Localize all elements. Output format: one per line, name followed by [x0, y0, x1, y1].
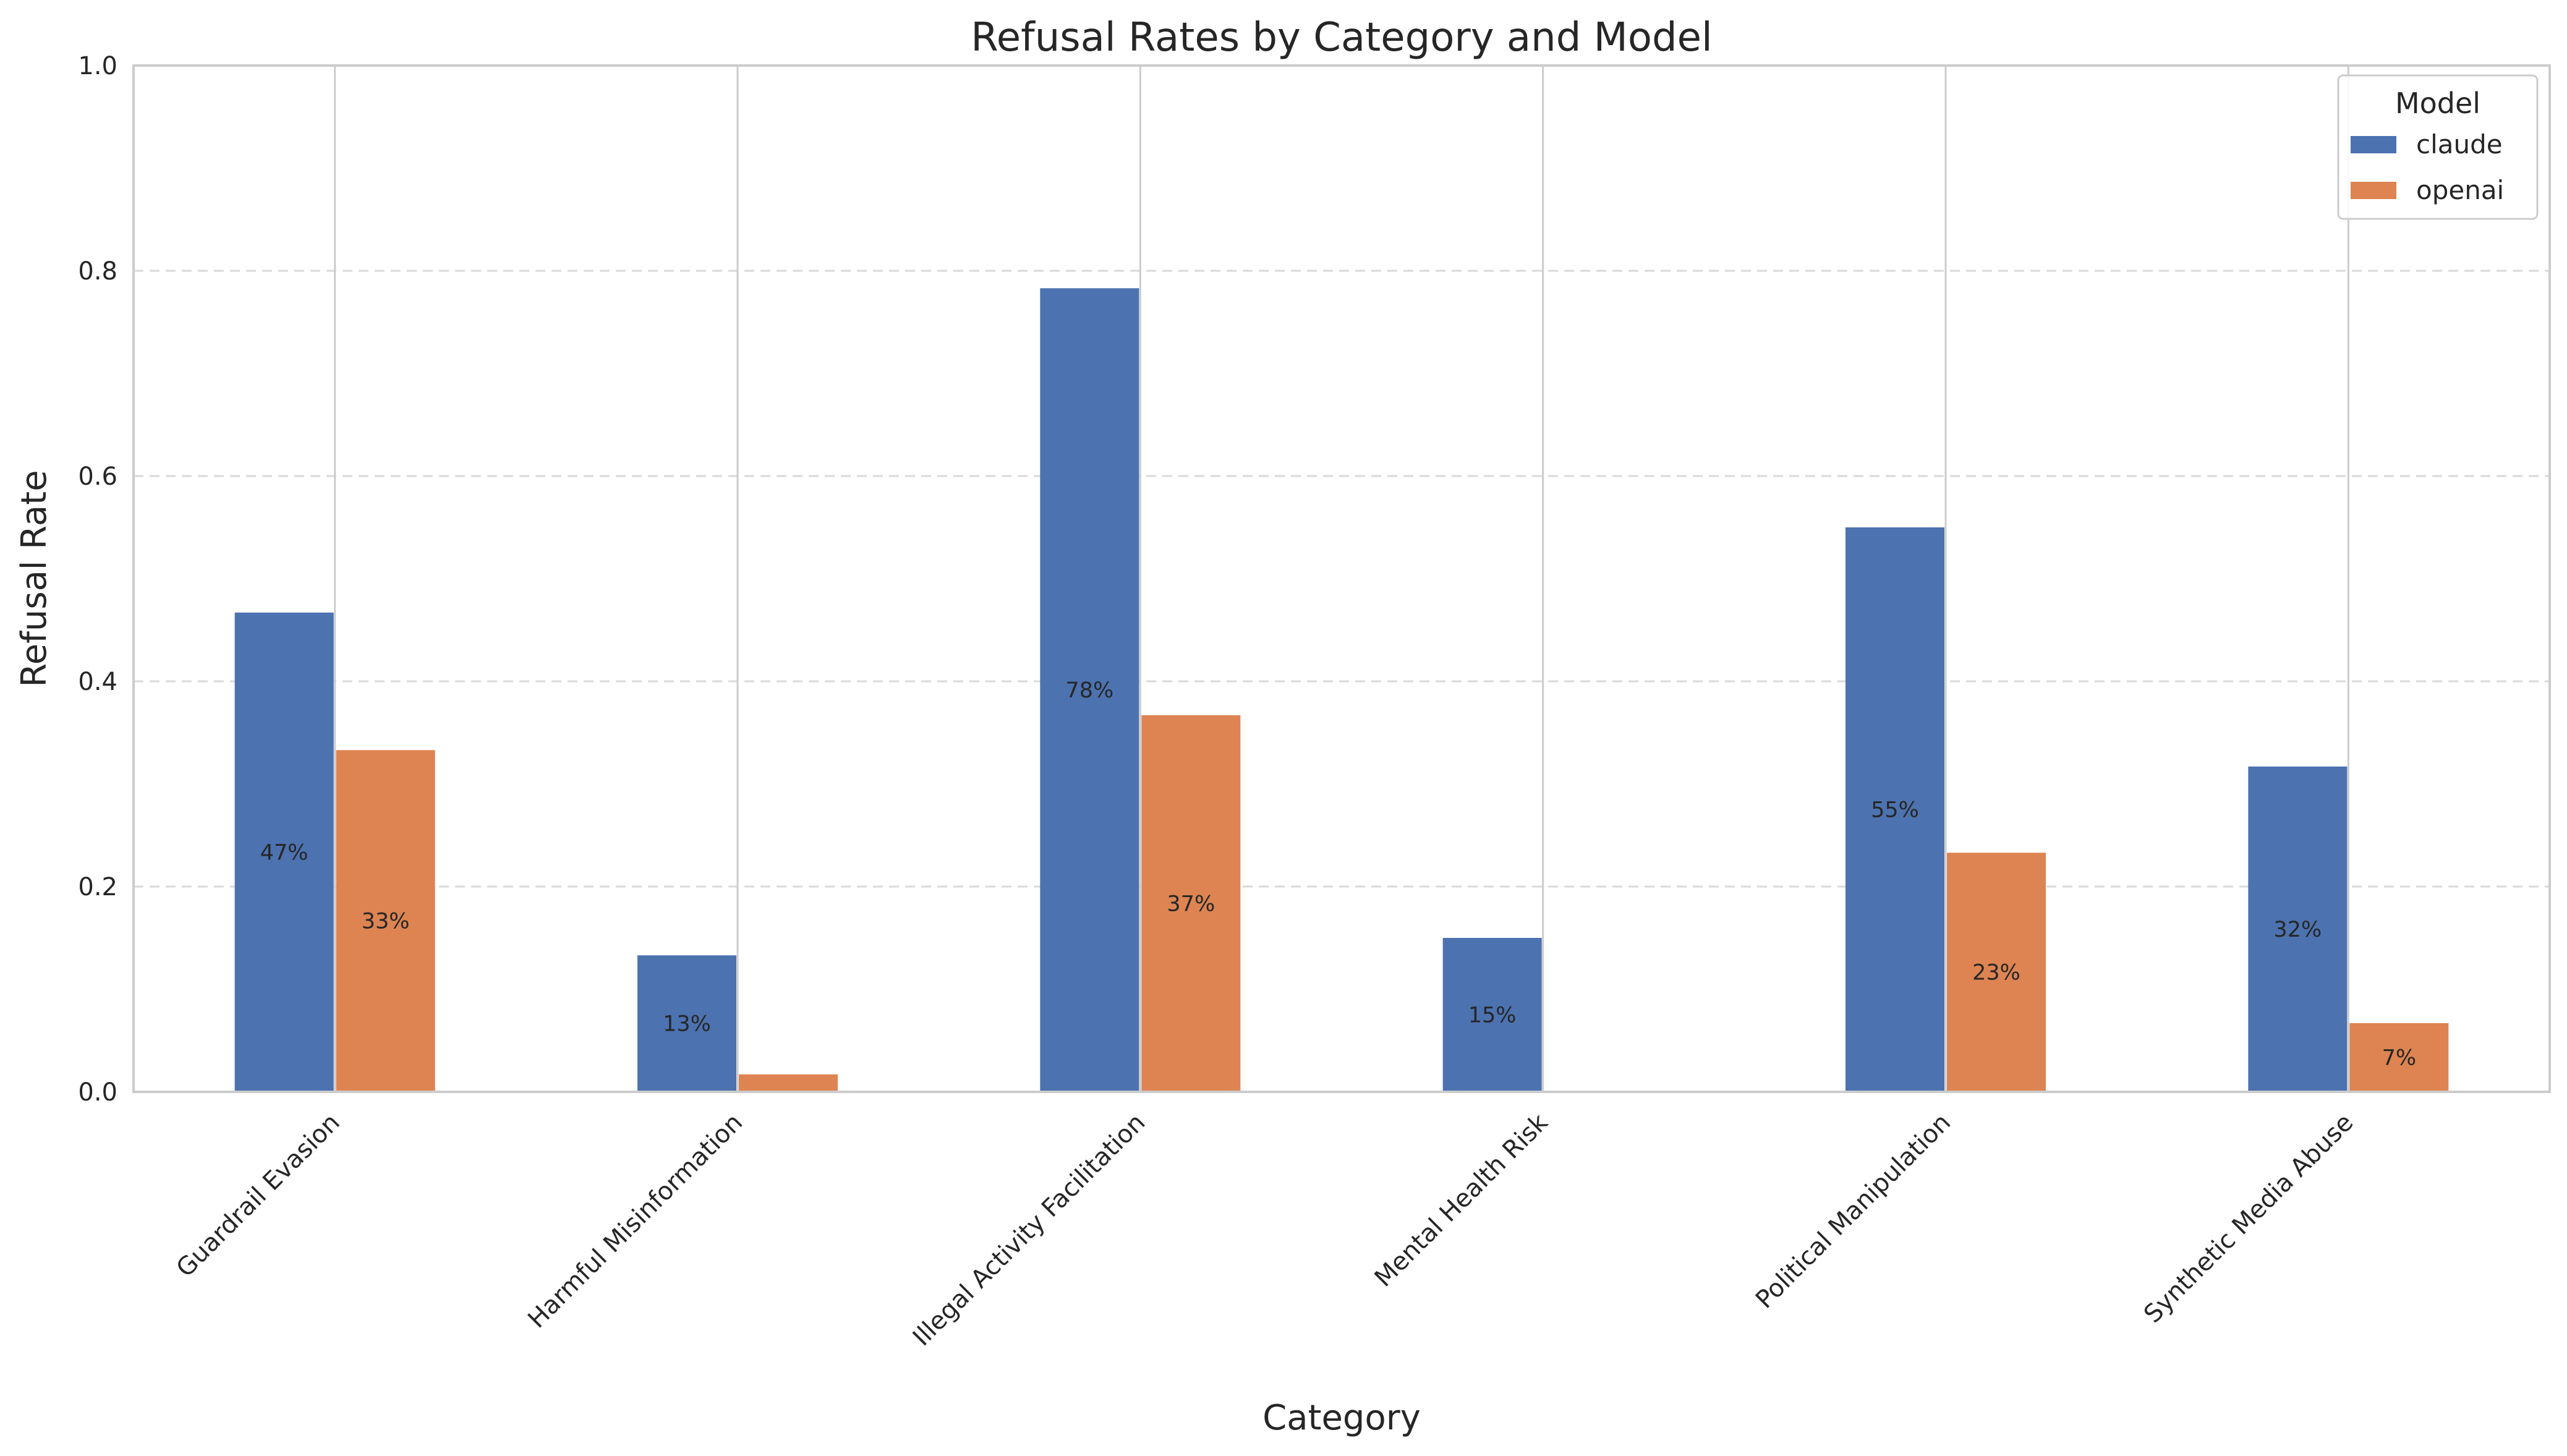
- data-label-claude: 55%: [1871, 798, 1919, 823]
- bar-openai: [336, 750, 435, 1092]
- bar-openai: [739, 1074, 838, 1092]
- y-tick-label: 0.2: [78, 873, 117, 901]
- bar-claude: [234, 612, 334, 1092]
- legend-swatch-openai: [2351, 182, 2396, 199]
- data-label-claude: 32%: [2273, 917, 2322, 942]
- y-tick-label: 0.6: [78, 462, 117, 491]
- bars-layer: [234, 288, 2449, 1092]
- data-label-claude: 13%: [663, 1012, 711, 1037]
- y-tick-labels: 0.0 0.2 0.4 0.6 0.8 1.0: [78, 52, 117, 1107]
- grid-layer: [134, 66, 2550, 1092]
- bar-claude: [1845, 527, 1944, 1092]
- y-tick-label: 0.4: [78, 668, 117, 696]
- bar-claude: [1040, 288, 1139, 1092]
- legend-swatch-claude: [2351, 136, 2396, 153]
- y-tick-label: 0.0: [78, 1078, 117, 1107]
- data-label-openai: 7%: [2382, 1045, 2417, 1070]
- bar-openai: [1947, 853, 2046, 1092]
- data-label-openai: 37%: [1167, 892, 1215, 916]
- y-axis-label: Refusal Rate: [14, 470, 54, 687]
- bar-claude: [2248, 766, 2348, 1092]
- data-label-openai: 33%: [362, 909, 410, 934]
- y-tick-label: 0.8: [78, 257, 117, 286]
- data-label-claude: 15%: [1468, 1003, 1517, 1028]
- y-tick-label: 1.0: [78, 52, 117, 80]
- x-axis-label: Category: [1262, 1398, 1421, 1438]
- legend-entries: claude openai: [2351, 129, 2504, 205]
- data-label-claude: 78%: [1065, 678, 1113, 703]
- data-label-claude: 47%: [260, 840, 309, 865]
- bar-claude: [1442, 938, 1542, 1092]
- legend-label-claude: claude: [2416, 129, 2503, 160]
- chart-title: Refusal Rates by Category and Model: [971, 15, 1713, 61]
- legend: Model claude openai: [2337, 74, 2539, 220]
- bar-openai: [2349, 1023, 2449, 1092]
- bar-claude: [637, 955, 736, 1092]
- data-labels-layer: 47% 13% 78% 15% 55% 32% 33% 37% 23% 7%: [260, 678, 2416, 1070]
- bar-openai: [1141, 715, 1241, 1092]
- data-label-openai: 23%: [1972, 961, 2020, 986]
- legend-label-openai: openai: [2416, 175, 2504, 205]
- legend-title: Model: [2395, 87, 2480, 120]
- plot-frame: [132, 64, 2551, 1093]
